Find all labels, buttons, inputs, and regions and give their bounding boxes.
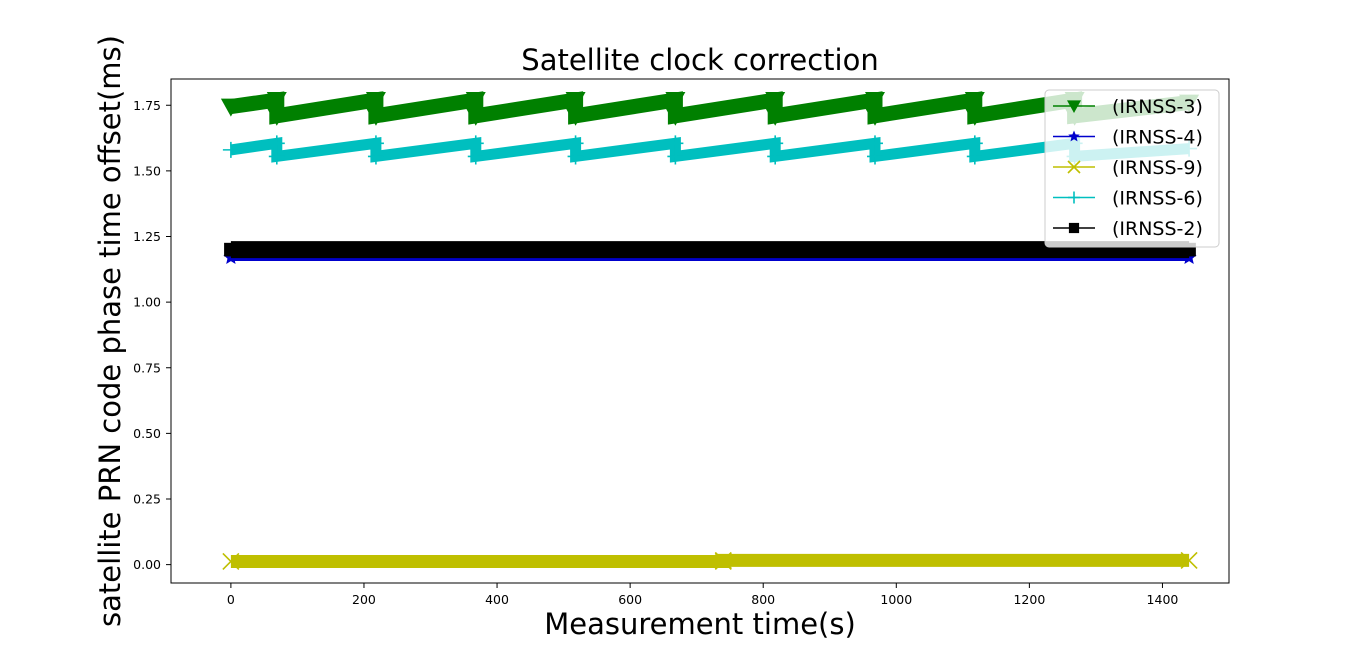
y-tick-label: 0.00 bbox=[133, 557, 161, 572]
data-point bbox=[765, 92, 786, 110]
y-axis-label: satellite PRN code phase time offset(ms) bbox=[93, 35, 127, 627]
data-point bbox=[865, 107, 886, 126]
chart-title: Satellite clock correction bbox=[521, 43, 878, 77]
legend-marker bbox=[1068, 130, 1080, 142]
data-point bbox=[565, 92, 586, 110]
legend-box bbox=[1044, 89, 1220, 248]
data-point bbox=[765, 107, 786, 126]
data-point bbox=[465, 107, 486, 126]
data-point bbox=[222, 141, 239, 158]
legend-label: (IRNSS-2) bbox=[1112, 218, 1203, 240]
data-point bbox=[665, 107, 686, 126]
data-point bbox=[767, 148, 784, 165]
data-point bbox=[467, 148, 484, 165]
data-point bbox=[1180, 551, 1198, 569]
x-tick-label: 200 bbox=[352, 592, 376, 607]
y-tick-label: 0.75 bbox=[133, 360, 161, 375]
data-point bbox=[565, 107, 586, 126]
data-point bbox=[865, 92, 886, 110]
x-tick-label: 600 bbox=[618, 592, 642, 607]
legend-label: (IRNSS-9) bbox=[1112, 157, 1203, 179]
data-point bbox=[365, 107, 386, 126]
y-tick-label: 1.50 bbox=[133, 163, 161, 178]
legend-label: (IRNSS-4) bbox=[1112, 127, 1203, 149]
x-tick-label: 800 bbox=[751, 592, 775, 607]
y-tick-label: 1.75 bbox=[133, 98, 161, 113]
y-axis-ticks: 0.00 0.25 0.50 0.75 1.00 1.25 1.50 1.75 bbox=[133, 98, 171, 572]
data-point bbox=[964, 92, 985, 110]
data-point bbox=[567, 148, 584, 165]
x-tick-label: 1000 bbox=[880, 592, 912, 607]
legend-marker bbox=[1068, 222, 1080, 234]
legend-label: (IRNSS-3) bbox=[1112, 96, 1203, 118]
data-point bbox=[367, 148, 384, 165]
data-point bbox=[665, 92, 686, 110]
legend-marker bbox=[1068, 191, 1080, 204]
data-point bbox=[266, 107, 287, 126]
x-tick-label: 0 bbox=[227, 592, 235, 607]
data-point bbox=[223, 249, 239, 264]
y-tick-label: 1.25 bbox=[133, 229, 161, 244]
data-point bbox=[224, 242, 238, 257]
data-point bbox=[266, 92, 287, 110]
data-point bbox=[667, 148, 684, 165]
legend-marker bbox=[1067, 160, 1081, 174]
data-point bbox=[966, 148, 983, 165]
plot-frame bbox=[170, 78, 1230, 584]
x-axis-ticks: 0 200 400 600 800 1000 1200 1400 bbox=[227, 583, 1179, 607]
legend: (IRNSS-3) (IRNSS-4) (IRNSS-9) (IRNSS-6) (IRN… bbox=[1044, 89, 1220, 248]
legend-label: (IRNSS-6) bbox=[1112, 188, 1203, 210]
data-point bbox=[220, 98, 241, 117]
series-irnss-6 bbox=[222, 135, 1198, 165]
y-tick-label: 1.00 bbox=[133, 295, 161, 310]
data-point bbox=[222, 552, 240, 571]
legend-marker bbox=[1067, 100, 1081, 113]
data-point bbox=[964, 107, 985, 126]
y-tick-label: 0.25 bbox=[133, 492, 161, 507]
data-point bbox=[365, 92, 386, 110]
series-irnss-9 bbox=[222, 551, 1198, 571]
series-line bbox=[230, 553, 1190, 568]
x-axis-label: Measurement time(s) bbox=[544, 607, 856, 641]
x-tick-label: 1200 bbox=[1013, 592, 1045, 607]
plot-area bbox=[220, 91, 1200, 571]
data-point bbox=[867, 148, 884, 165]
data-point bbox=[714, 551, 732, 569]
y-tick-label: 0.50 bbox=[133, 426, 161, 441]
data-point bbox=[268, 148, 285, 165]
x-tick-label: 400 bbox=[485, 592, 509, 607]
data-point bbox=[465, 92, 486, 110]
x-tick-label: 1400 bbox=[1147, 592, 1179, 607]
